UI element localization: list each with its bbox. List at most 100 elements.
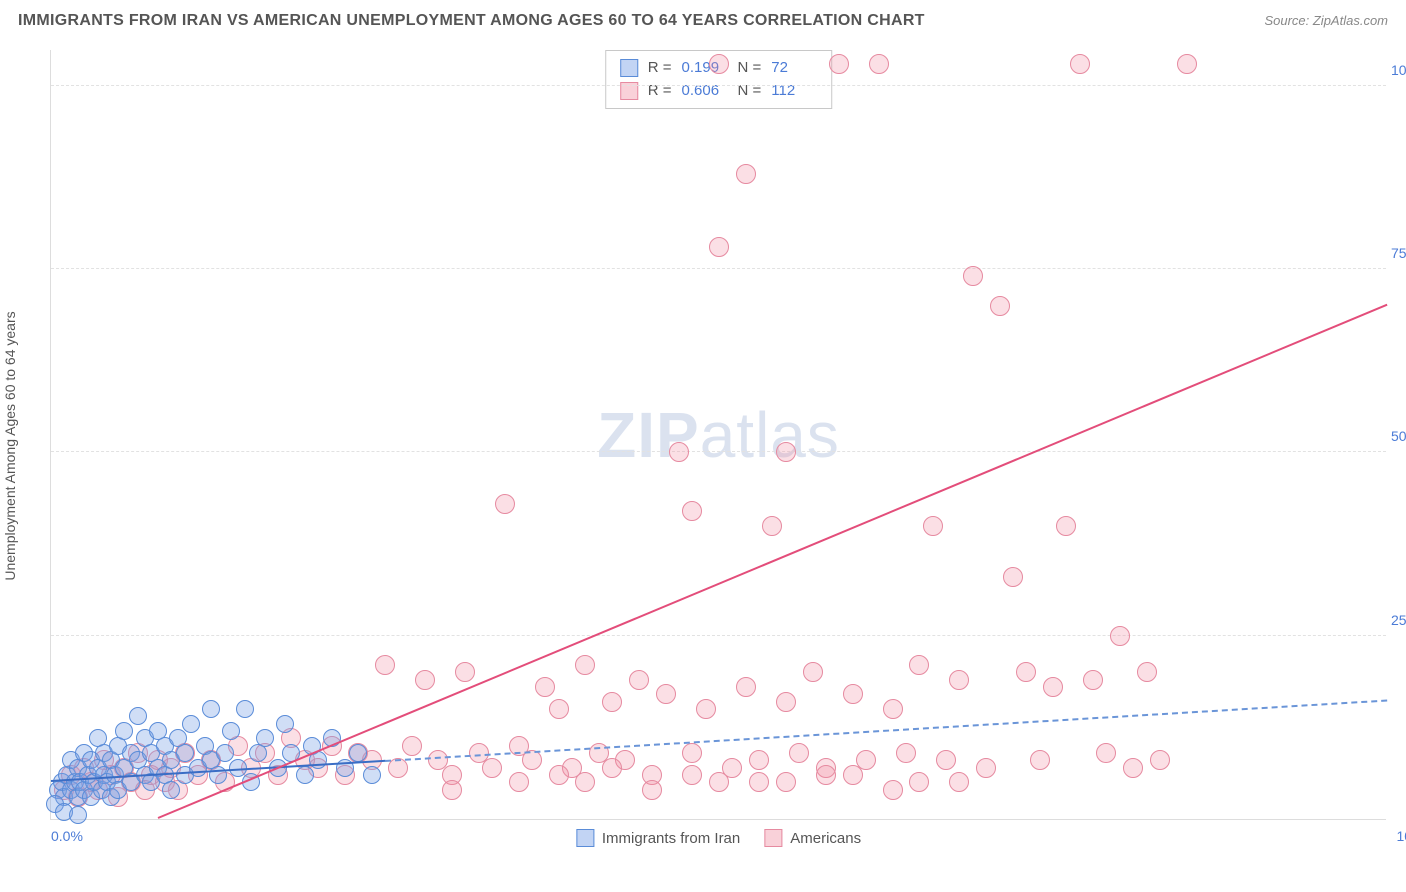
scatter-point-pink xyxy=(575,772,595,792)
y-tick-label: 50.0% xyxy=(1391,428,1406,444)
scatter-point-blue xyxy=(202,700,220,718)
scatter-point-pink xyxy=(990,296,1010,316)
scatter-point-blue xyxy=(276,715,294,733)
scatter-point-pink xyxy=(843,765,863,785)
scatter-point-pink xyxy=(776,442,796,462)
scatter-point-pink xyxy=(816,765,836,785)
scatter-point-pink xyxy=(682,765,702,785)
scatter-point-pink xyxy=(709,54,729,74)
gridline xyxy=(51,451,1386,452)
scatter-point-pink xyxy=(776,692,796,712)
scatter-point-pink xyxy=(843,684,863,704)
scatter-point-pink xyxy=(629,670,649,690)
legend-item-blue: Immigrants from Iran xyxy=(576,829,740,847)
scatter-point-pink xyxy=(549,765,569,785)
stat-n-blue: 72 xyxy=(771,57,817,80)
chart-title: IMMIGRANTS FROM IRAN VS AMERICAN UNEMPLO… xyxy=(18,12,925,30)
scatter-point-pink xyxy=(736,677,756,697)
scatter-point-pink xyxy=(575,655,595,675)
scatter-point-blue xyxy=(115,722,133,740)
scatter-point-pink xyxy=(509,772,529,792)
stat-r-label: R = xyxy=(648,57,672,80)
scatter-point-pink xyxy=(1003,567,1023,587)
scatter-point-pink xyxy=(375,655,395,675)
stats-row-pink: R = 0.606 N = 112 xyxy=(620,80,818,103)
swatch-pink-icon xyxy=(764,829,782,847)
scatter-point-pink xyxy=(669,442,689,462)
y-axis-label: Unemployment Among Ages 60 to 64 years xyxy=(2,311,18,580)
scatter-point-blue xyxy=(216,744,234,762)
scatter-point-pink xyxy=(963,266,983,286)
scatter-point-pink xyxy=(1016,662,1036,682)
scatter-point-pink xyxy=(1043,677,1063,697)
scatter-point-pink xyxy=(1123,758,1143,778)
scatter-point-pink xyxy=(495,494,515,514)
watermark-atlas: atlas xyxy=(700,399,840,471)
stat-n-label: N = xyxy=(738,57,762,80)
scatter-point-blue xyxy=(129,707,147,725)
scatter-point-pink xyxy=(1137,662,1157,682)
scatter-point-pink xyxy=(455,662,475,682)
scatter-point-blue xyxy=(349,744,367,762)
scatter-point-pink xyxy=(709,772,729,792)
scatter-point-pink xyxy=(803,662,823,682)
y-tick-label: 100.0% xyxy=(1391,62,1406,78)
scatter-point-blue xyxy=(182,715,200,733)
scatter-point-blue xyxy=(256,729,274,747)
scatter-point-pink xyxy=(1177,54,1197,74)
scatter-point-pink xyxy=(656,684,676,704)
scatter-point-pink xyxy=(709,237,729,257)
legend-label-pink: Americans xyxy=(790,830,861,847)
scatter-point-pink xyxy=(949,670,969,690)
bottom-legend: Immigrants from Iran Americans xyxy=(576,829,861,847)
scatter-point-pink xyxy=(1150,750,1170,770)
scatter-point-pink xyxy=(749,750,769,770)
scatter-point-pink xyxy=(602,758,622,778)
gridline xyxy=(51,635,1386,636)
scatter-point-blue xyxy=(296,766,314,784)
scatter-point-pink xyxy=(936,750,956,770)
scatter-point-pink xyxy=(1056,516,1076,536)
scatter-point-pink xyxy=(976,758,996,778)
scatter-point-pink xyxy=(776,772,796,792)
scatter-point-pink xyxy=(1110,626,1130,646)
scatter-point-pink xyxy=(682,501,702,521)
scatter-point-pink xyxy=(909,655,929,675)
x-tick-label: 0.0% xyxy=(51,828,83,844)
scatter-point-pink xyxy=(749,772,769,792)
scatter-point-pink xyxy=(869,54,889,74)
scatter-point-blue xyxy=(162,781,180,799)
legend-label-blue: Immigrants from Iran xyxy=(602,830,740,847)
scatter-point-pink xyxy=(949,772,969,792)
scatter-point-pink xyxy=(909,772,929,792)
scatter-point-pink xyxy=(696,699,716,719)
y-tick-label: 25.0% xyxy=(1391,612,1406,628)
scatter-point-pink xyxy=(549,699,569,719)
gridline xyxy=(51,268,1386,269)
scatter-point-pink xyxy=(415,670,435,690)
scatter-point-pink xyxy=(923,516,943,536)
trendline-pink xyxy=(157,304,1387,819)
scatter-point-blue xyxy=(363,766,381,784)
stat-r-pink: 0.606 xyxy=(682,80,728,103)
scatter-point-pink xyxy=(829,54,849,74)
source-attribution: Source: ZipAtlas.com xyxy=(1264,13,1388,28)
scatter-point-pink xyxy=(602,692,622,712)
y-tick-label: 75.0% xyxy=(1391,245,1406,261)
stat-n-pink: 112 xyxy=(771,80,817,103)
scatter-point-pink xyxy=(883,699,903,719)
legend-item-pink: Americans xyxy=(764,829,861,847)
scatter-point-pink xyxy=(789,743,809,763)
scatter-point-pink xyxy=(535,677,555,697)
scatter-point-pink xyxy=(1096,743,1116,763)
scatter-point-pink xyxy=(682,743,702,763)
watermark: ZIPatlas xyxy=(597,398,840,472)
scatter-point-pink xyxy=(883,780,903,800)
scatter-point-blue xyxy=(222,722,240,740)
scatter-point-pink xyxy=(1070,54,1090,74)
x-tick-label: 100.0% xyxy=(1397,828,1406,844)
stat-n-label: N = xyxy=(738,80,762,103)
scatter-point-pink xyxy=(736,164,756,184)
swatch-blue-icon xyxy=(576,829,594,847)
scatter-point-blue xyxy=(236,700,254,718)
